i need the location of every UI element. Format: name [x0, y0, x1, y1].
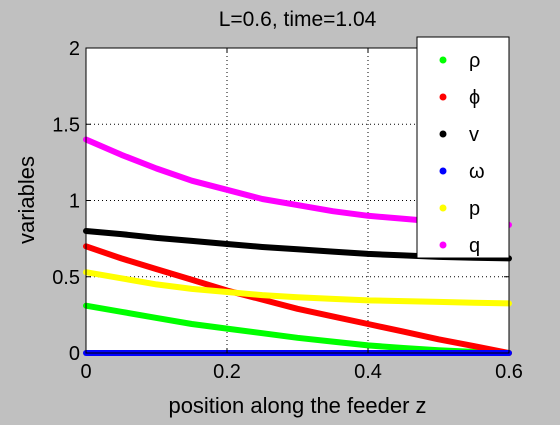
- legend-marker-1: [439, 93, 447, 101]
- y-tick-label: 2: [69, 38, 80, 60]
- legend-marker-4: [439, 204, 447, 212]
- x-tick-label: 0.4: [354, 361, 382, 383]
- x-tick-label: 0.2: [213, 361, 241, 383]
- x-axis-label: position along the feeder z: [168, 393, 426, 418]
- legend-label-1: ϕ: [469, 87, 480, 109]
- legend-label-0: ρ: [469, 50, 480, 72]
- legend-marker-3: [439, 167, 447, 175]
- legend-label-5: q: [469, 235, 480, 257]
- chart-title: L=0.6, time=1.04: [219, 8, 377, 31]
- series-line-4: [83, 269, 512, 307]
- x-tick-label: 0.6: [495, 361, 523, 383]
- legend-box: [416, 36, 510, 259]
- legend-marker-5: [439, 241, 447, 249]
- x-tick-label: 0: [80, 361, 91, 383]
- y-tick-label: 1.5: [52, 114, 80, 136]
- legend-label-4: p: [469, 198, 480, 220]
- legend-label-2: v: [469, 124, 479, 146]
- y-axis-label: variables: [14, 156, 39, 244]
- legend-label-3: ω: [469, 161, 485, 183]
- legend-marker-0: [439, 56, 447, 64]
- y-tick-label: 0: [69, 343, 80, 365]
- y-tick-label: 0.5: [52, 267, 80, 289]
- series-line-1: [83, 243, 512, 356]
- legend-marker-2: [439, 130, 447, 138]
- y-tick-label: 1: [69, 191, 80, 213]
